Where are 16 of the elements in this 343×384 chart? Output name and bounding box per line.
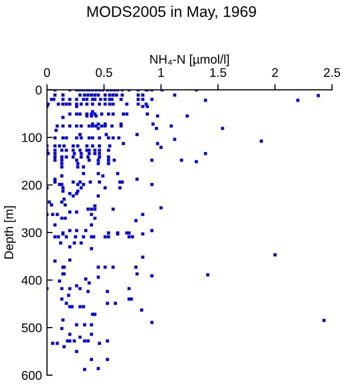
y-tick-label: 500 — [22, 323, 42, 332]
x-tick-label: 2 — [272, 68, 278, 77]
x-tick-label: 0.5 — [96, 68, 112, 77]
y-tick-label: 100 — [22, 133, 42, 142]
x-tick-label: 0 — [44, 68, 50, 77]
y-axis-title: Depth [m] — [4, 206, 16, 259]
y-tick-label: 300 — [22, 228, 42, 238]
y-tick-label: 200 — [22, 180, 42, 190]
y-tick-label: 0 — [36, 86, 42, 95]
x-tick-label: 2.5 — [324, 68, 340, 77]
y-tick-label: 400 — [22, 276, 42, 285]
x-tick-label: 1.5 — [210, 68, 226, 77]
x-axis-title: NH₄-N [µmol/l] — [150, 54, 229, 66]
x-tick-label: 1 — [158, 68, 164, 77]
chart-title: MODS2005 in May, 1969 — [88, 6, 256, 20]
y-tick-label: 600 — [22, 370, 42, 380]
